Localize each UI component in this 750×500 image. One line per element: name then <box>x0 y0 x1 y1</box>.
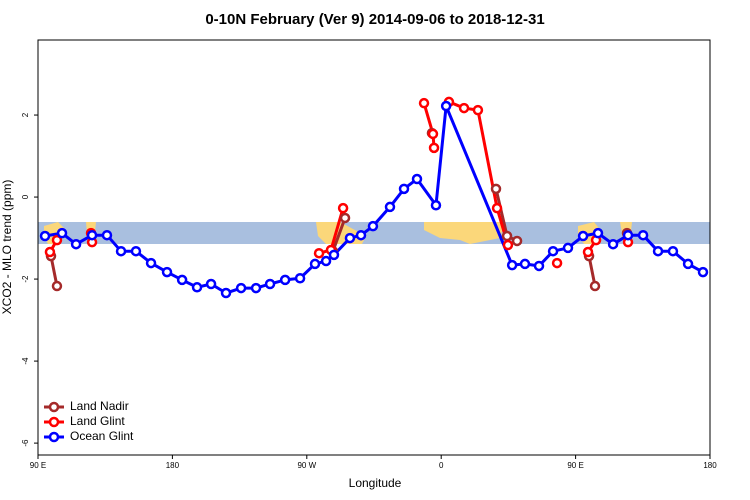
point <box>533 260 545 272</box>
point <box>511 235 523 247</box>
point <box>250 282 262 294</box>
point <box>652 245 664 257</box>
point <box>501 230 513 242</box>
point <box>101 229 113 241</box>
point <box>191 282 203 293</box>
point <box>430 200 442 211</box>
point <box>582 246 594 258</box>
point <box>667 245 679 257</box>
point <box>86 229 98 241</box>
point <box>161 266 173 278</box>
point <box>472 104 484 116</box>
point <box>51 234 63 246</box>
legend-marker <box>48 431 60 443</box>
point <box>506 259 518 271</box>
point <box>220 287 232 299</box>
point <box>328 249 340 261</box>
point <box>384 201 396 213</box>
point <box>313 247 325 259</box>
point <box>491 202 503 214</box>
point <box>51 280 63 292</box>
legend-label: Land Glint <box>70 414 125 428</box>
point <box>294 273 306 284</box>
y-tick-label: -2 <box>21 275 30 283</box>
point <box>428 142 440 154</box>
chart-title: 0-10N February (Ver 9) 2014-09-06 to 201… <box>205 11 544 28</box>
plot-frame <box>37 39 711 456</box>
legend-marker <box>48 401 60 413</box>
point <box>697 266 709 278</box>
point <box>682 258 694 270</box>
point <box>622 229 634 241</box>
point <box>115 245 127 257</box>
y-tick-label: 2 <box>21 112 30 117</box>
point <box>577 230 589 242</box>
point <box>440 100 452 112</box>
point <box>337 202 349 214</box>
point <box>547 245 559 257</box>
point <box>205 278 217 290</box>
x-tick-label: 0 <box>439 461 444 470</box>
point <box>502 239 514 251</box>
series-line <box>44 104 704 295</box>
point <box>39 230 51 242</box>
y-tick-label: -4 <box>21 357 30 365</box>
y-tick-label: 0 <box>21 194 30 199</box>
legend-label: Ocean Glint <box>70 429 134 443</box>
point <box>320 255 332 267</box>
point <box>130 245 142 257</box>
point <box>367 220 379 232</box>
point <box>411 173 423 185</box>
point <box>427 128 439 140</box>
point <box>176 274 188 286</box>
point <box>56 227 68 239</box>
point <box>398 183 410 195</box>
x-tick-label: 90 E <box>30 461 46 470</box>
point <box>44 246 56 258</box>
y-tick-label: -6 <box>21 439 30 447</box>
point <box>279 274 291 286</box>
legend-marker <box>48 416 60 428</box>
point <box>607 238 619 250</box>
legend-label: Land Nadir <box>70 399 129 413</box>
point <box>490 183 502 195</box>
point <box>264 278 276 290</box>
x-tick-label: 180 <box>703 461 717 470</box>
point <box>418 97 430 109</box>
point <box>145 257 157 269</box>
point <box>519 258 531 270</box>
point <box>458 102 470 114</box>
x-axis-label: Longitude <box>349 476 402 490</box>
point <box>70 238 82 250</box>
point <box>592 227 604 239</box>
point <box>344 232 356 244</box>
point <box>309 258 321 270</box>
point <box>589 280 601 292</box>
point <box>355 229 367 241</box>
point <box>551 257 563 269</box>
point <box>637 229 649 241</box>
y-axis-label: XCO2 - MLO trend (ppm) <box>0 180 14 315</box>
point <box>562 242 574 254</box>
x-tick-label: 90 E <box>567 461 583 470</box>
point <box>339 212 351 224</box>
x-tick-label: 180 <box>166 461 180 470</box>
x-tick-label: 90 W <box>297 461 316 470</box>
point <box>235 282 247 294</box>
